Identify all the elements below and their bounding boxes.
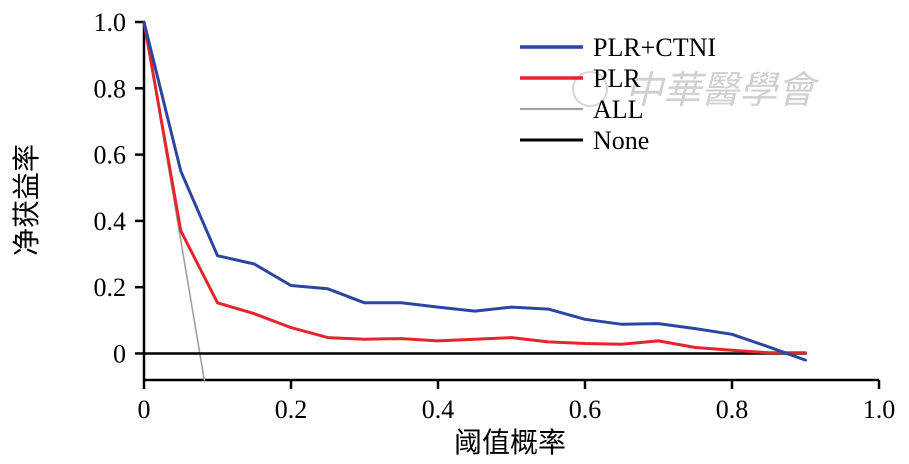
y-tick-label: 0.8	[94, 74, 127, 103]
y-tick-label: 0	[113, 339, 126, 368]
series-line-plr	[142, 20, 807, 355]
y-tick-label: 1.0	[94, 8, 127, 37]
x-tick-label: 0.8	[716, 395, 749, 424]
y-axis-title: 净获益率	[10, 144, 43, 256]
x-tick-label: 1.0	[863, 395, 896, 424]
watermark: 中華醫學會	[572, 68, 820, 112]
y-tick-label: 0.4	[94, 207, 127, 236]
x-tick-label: 0.6	[569, 395, 602, 424]
watermark-text: 中華醫學會	[625, 68, 820, 112]
series-layer	[142, 20, 807, 381]
legend-label: None	[593, 126, 649, 155]
y-tick-label: 0.2	[94, 273, 127, 302]
x-tick-label: 0.4	[422, 395, 455, 424]
legend-label: PLR	[593, 64, 641, 93]
axes: 0 0.2 0.4 0.6 0.8 1.0 0 0.2 0.4 0.6 0.8 1.0	[94, 8, 896, 424]
x-tick-label: 0	[138, 395, 151, 424]
series-line-plr-ctni	[142, 20, 807, 362]
x-tick-label: 0.2	[275, 395, 308, 424]
legend-label: ALL	[593, 95, 644, 124]
y-tick-label: 0.6	[94, 141, 127, 170]
watermark-seal-icon	[572, 71, 608, 107]
legend-label: PLR+CTNI	[593, 33, 716, 62]
x-axis-title: 阈值概率	[454, 426, 566, 459]
